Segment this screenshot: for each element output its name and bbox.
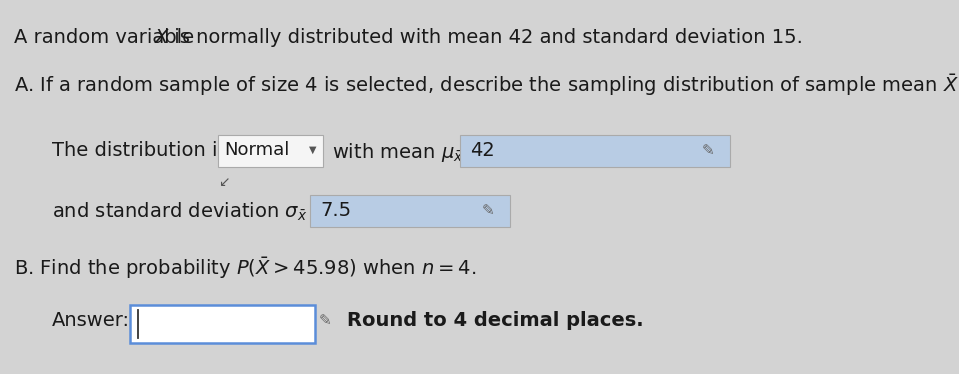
Text: with mean $\mu_{\bar{x}}=$: with mean $\mu_{\bar{x}}=$ [332, 141, 482, 164]
Text: ▼: ▼ [309, 145, 316, 155]
Text: A. If a random sample of size 4 is selected, describe the sampling distribution : A. If a random sample of size 4 is selec… [14, 72, 959, 98]
Text: B. Find the probability $P(\bar{X} > 45.98)$ when $n = 4$.: B. Find the probability $P(\bar{X} > 45.… [14, 255, 477, 281]
FancyBboxPatch shape [460, 135, 730, 167]
Text: Answer:: Answer: [52, 311, 130, 330]
Text: Normal: Normal [224, 141, 290, 159]
Text: 7.5: 7.5 [320, 201, 351, 220]
Text: 42: 42 [470, 141, 495, 160]
Text: $X$: $X$ [154, 28, 171, 47]
Text: The distribution is: The distribution is [52, 141, 227, 160]
FancyBboxPatch shape [310, 195, 510, 227]
FancyBboxPatch shape [218, 135, 323, 167]
Text: is normally distributed with mean 42 and standard deviation 15.: is normally distributed with mean 42 and… [168, 28, 803, 47]
Text: A random variable: A random variable [14, 28, 200, 47]
Text: and standard deviation $\sigma_{\bar{x}}=$: and standard deviation $\sigma_{\bar{x}}… [52, 201, 326, 223]
Text: ✎: ✎ [319, 313, 332, 328]
Text: ↙: ↙ [218, 175, 229, 189]
Text: ✎: ✎ [702, 143, 714, 158]
Text: ✎: ✎ [482, 203, 495, 218]
FancyBboxPatch shape [130, 305, 315, 343]
Text: Round to 4 decimal places.: Round to 4 decimal places. [347, 311, 643, 330]
